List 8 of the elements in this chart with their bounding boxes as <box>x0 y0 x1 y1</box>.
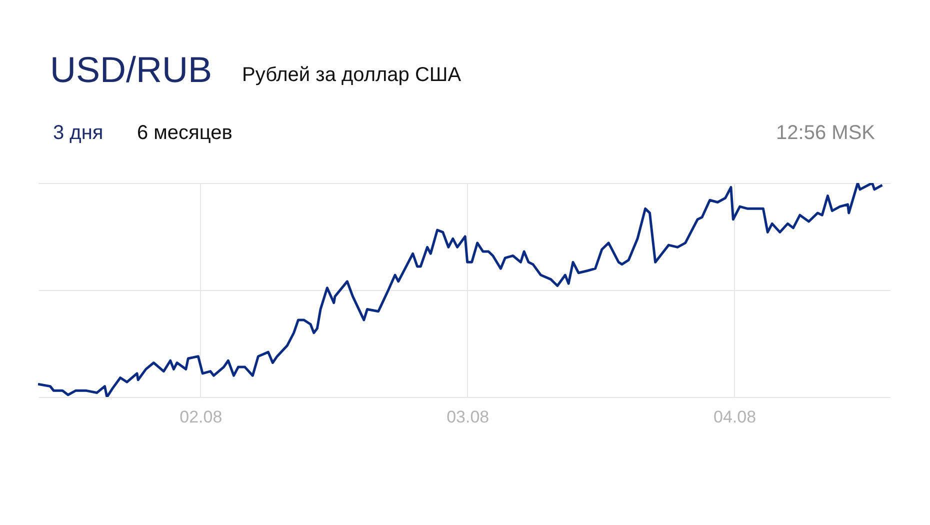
text: 6 месяцев <box>137 122 232 144</box>
x-tick-label: 04.08 <box>714 408 756 426</box>
x-tick-label: 03.08 <box>446 408 490 426</box>
chart-title: USD/RUB <box>50 49 212 90</box>
text: 12:56 MSK <box>776 122 876 144</box>
text: 3 дня <box>53 122 104 144</box>
chart-subtitle: Рублей за доллар США <box>242 64 462 86</box>
x-tick-label: 02.08 <box>180 408 222 426</box>
